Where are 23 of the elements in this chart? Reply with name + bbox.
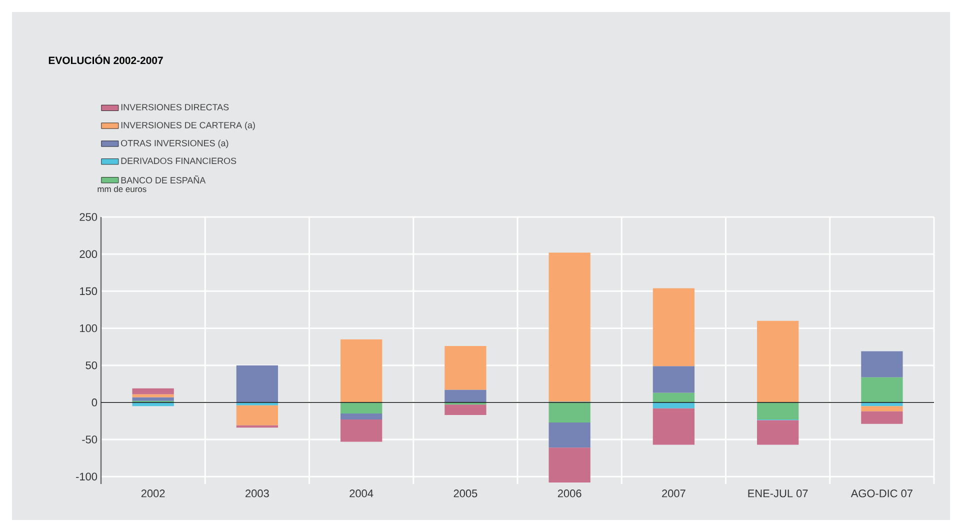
- x-tick-label: 2005: [454, 490, 478, 498]
- y-tick-label: 200: [80, 250, 98, 258]
- y-tick-label: 250: [80, 213, 98, 221]
- y-tick-label: 0: [92, 398, 98, 406]
- legend-label: INVERSIONES DE CARTERA (a): [121, 122, 255, 130]
- x-tick-label: ENE-JUL 07: [748, 490, 808, 498]
- x-tick-label: 2007: [662, 490, 686, 498]
- y-tick-label: -50: [82, 436, 98, 444]
- x-tick-label: 2004: [350, 490, 374, 498]
- x-tick-label: 2003: [246, 490, 269, 498]
- legend-label: DERIVADOS FINANCIEROS: [121, 158, 236, 164]
- y-tick-label: -100: [76, 472, 98, 480]
- legend-label: INVERSIONES DIRECTAS: [121, 104, 229, 110]
- y-tick-label: 150: [80, 287, 98, 296]
- chart-title: EVOLUCIÓN 2002-2007: [48, 54, 163, 64]
- x-tick-label: AGO-DIC 07: [850, 490, 912, 498]
- legend-label: BANCO DE ESPAÑA: [121, 175, 206, 184]
- y-axis-title: mm de euros: [98, 186, 146, 192]
- y-tick-label: 100: [80, 324, 98, 332]
- y-tick-label: 50: [86, 361, 98, 370]
- x-tick-label: 2002: [141, 490, 165, 498]
- legend-label: OTRAS INVERSIONES (a): [121, 140, 228, 148]
- x-tick-label: 2006: [558, 490, 582, 498]
